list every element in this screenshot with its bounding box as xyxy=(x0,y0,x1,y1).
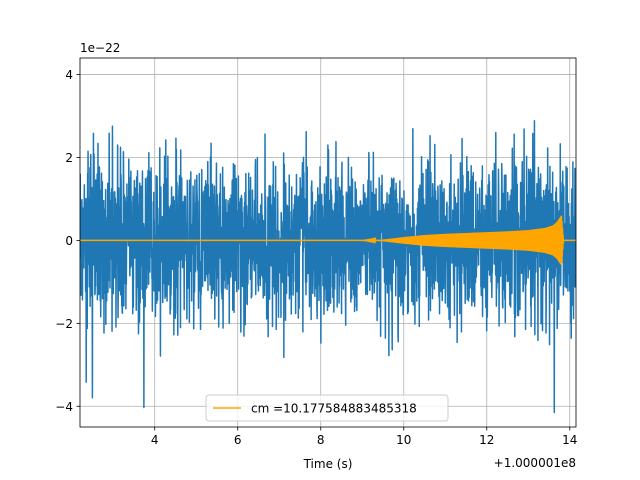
x-offset-label: +1.000001e8 xyxy=(494,456,576,470)
ticks: 4 6 8 10 12 14 −4 −2 0 2 4 xyxy=(55,68,577,447)
axes-frame xyxy=(79,57,577,428)
y-tick-label: −4 xyxy=(55,400,73,414)
y-tick-label: 4 xyxy=(65,68,73,82)
legend: cm =10.177584883485318 xyxy=(205,394,449,422)
x-tick-label: 14 xyxy=(562,433,577,447)
series-chirp-line xyxy=(80,215,576,265)
x-tick-label: 12 xyxy=(479,433,494,447)
legend-box xyxy=(205,394,449,422)
y-tick-label: −2 xyxy=(55,317,73,331)
y-tick-label: 2 xyxy=(65,151,73,165)
y-scale-label: 1e−22 xyxy=(80,41,120,55)
x-tick-label: 6 xyxy=(234,433,242,447)
x-tick-label: 4 xyxy=(151,433,159,447)
legend-label-chirp: cm =10.177584883485318 xyxy=(251,402,417,416)
y-tick-label: 0 xyxy=(65,234,73,248)
x-tick-label: 10 xyxy=(396,433,411,447)
plot-area xyxy=(80,120,576,414)
x-axis-label: Time (s) xyxy=(303,457,353,471)
x-tick-label: 8 xyxy=(317,433,325,447)
